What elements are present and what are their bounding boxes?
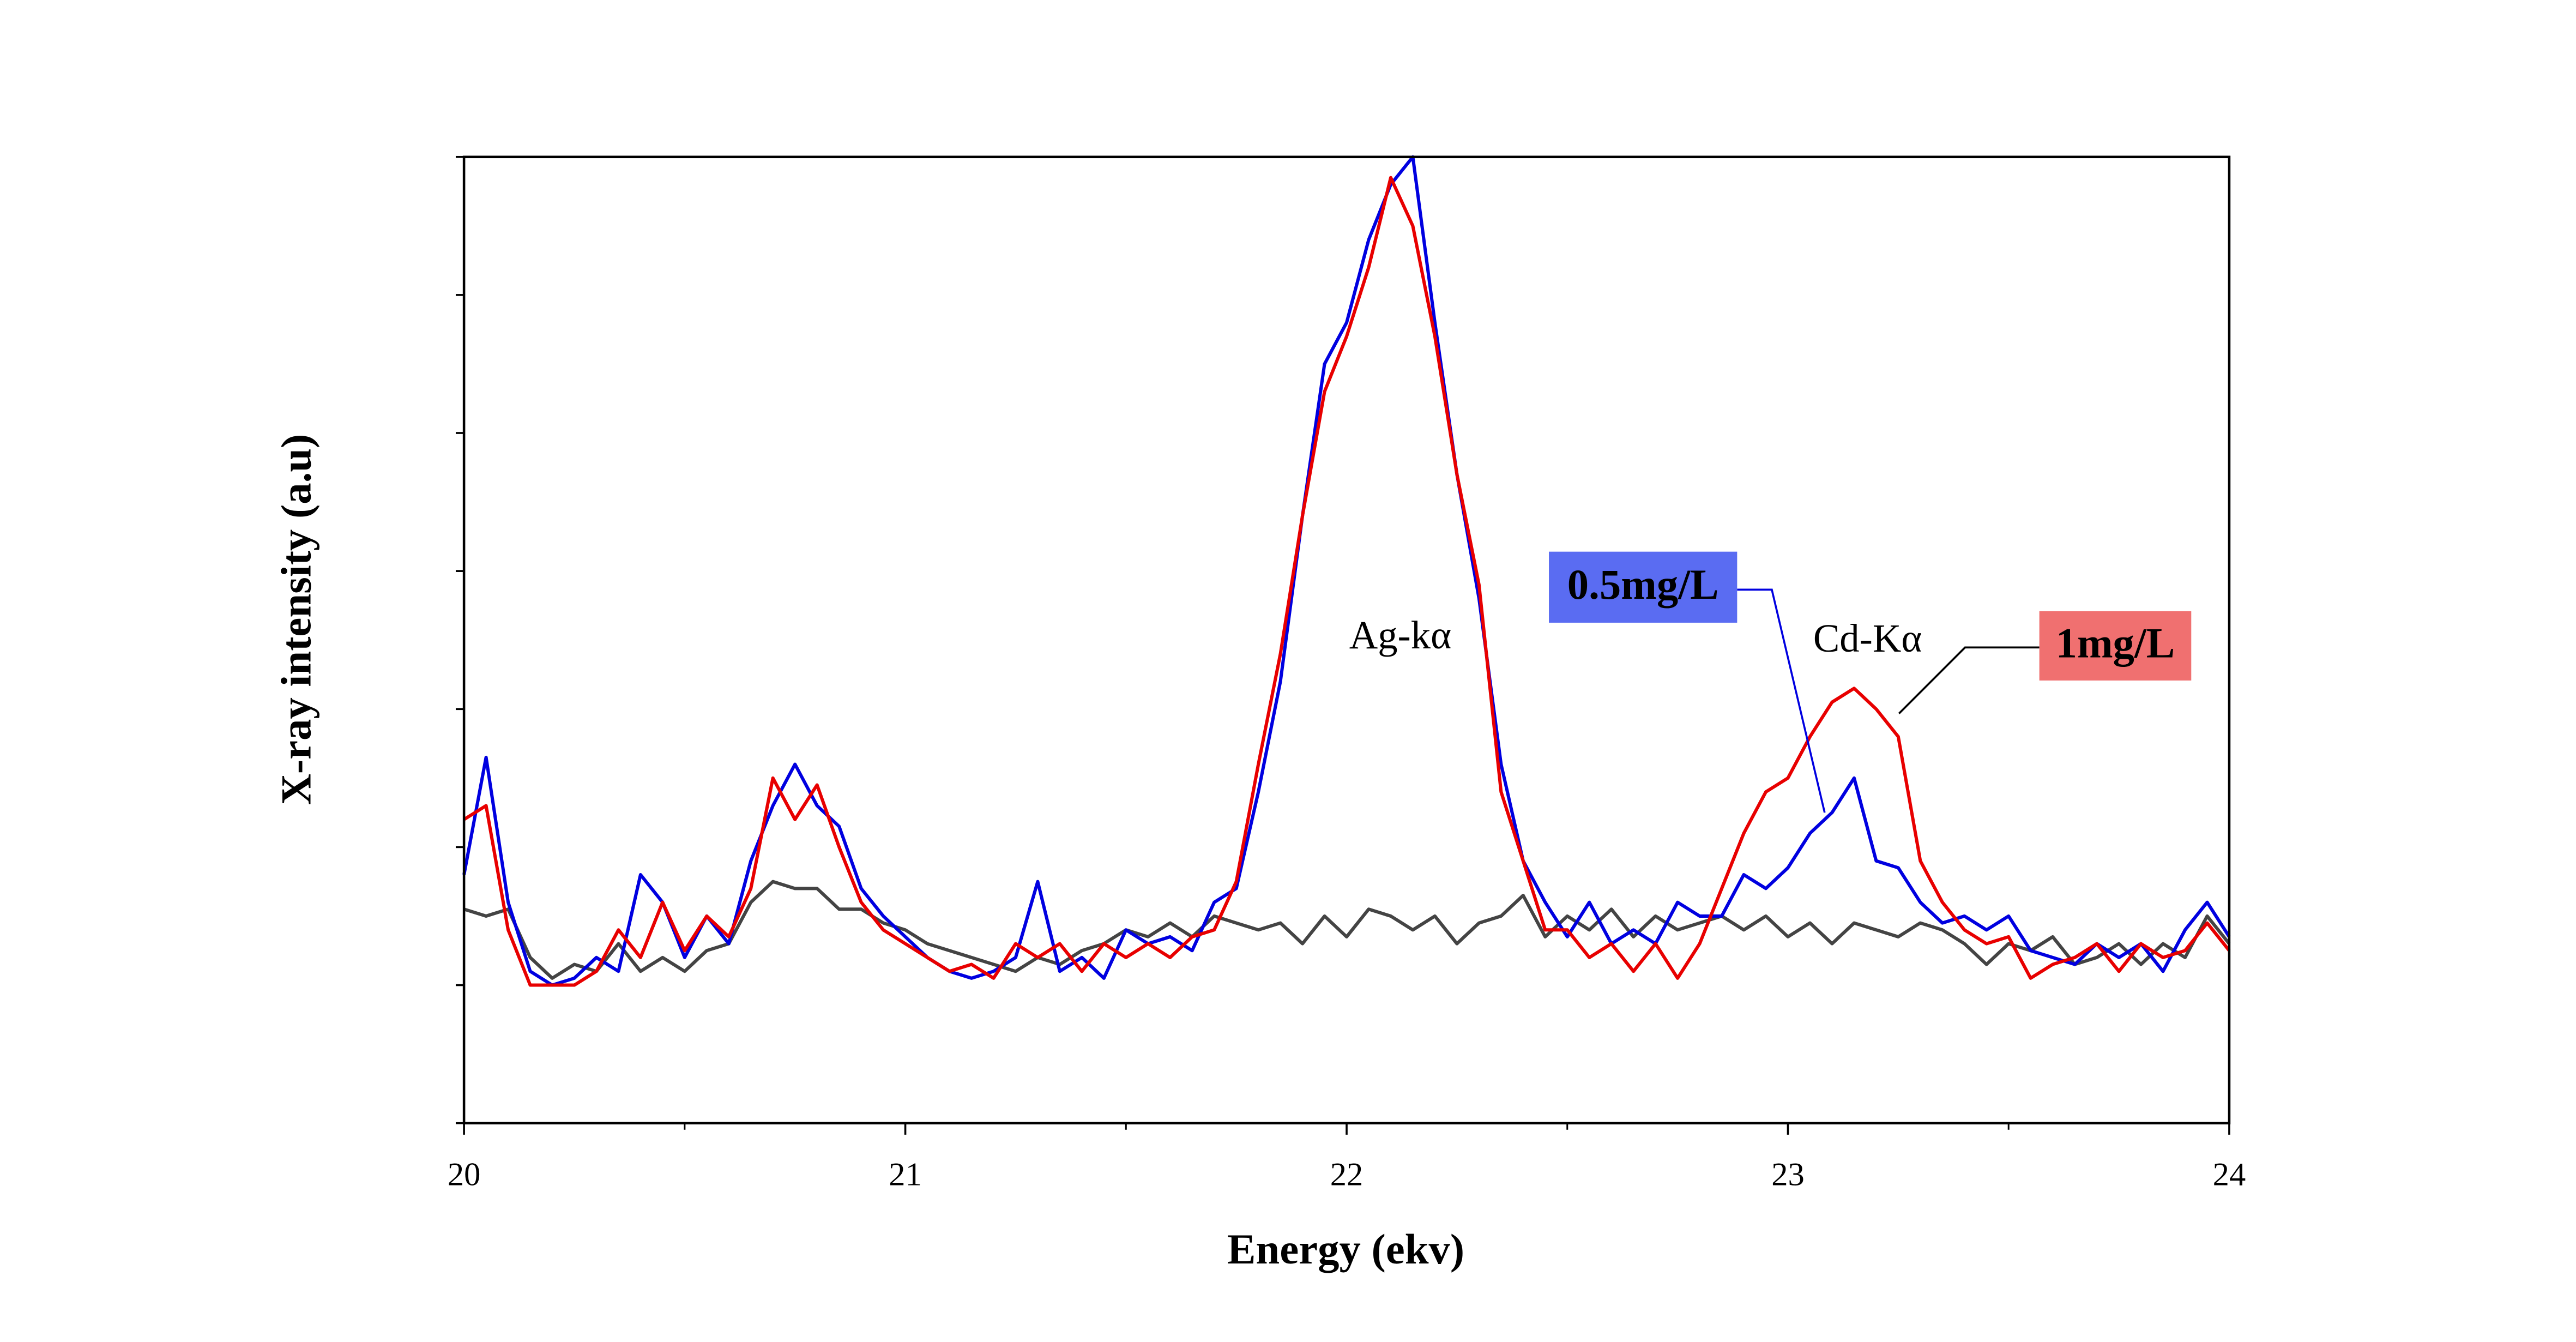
x-tick-label: 21 bbox=[889, 1157, 922, 1193]
callout-line bbox=[1898, 646, 2040, 714]
callout-line bbox=[1737, 588, 1826, 813]
series-line bbox=[463, 176, 2231, 987]
x-tick-label: 24 bbox=[2213, 1157, 2246, 1193]
series-line bbox=[463, 880, 2231, 980]
legend-label: 1mg/L bbox=[2056, 619, 2175, 667]
legend-box bbox=[1549, 551, 1738, 623]
annotation: Ag-kα bbox=[1349, 613, 1451, 657]
series-line bbox=[462, 155, 2231, 987]
legend-box bbox=[2039, 611, 2192, 681]
x-tick-label: 23 bbox=[1771, 1157, 1805, 1193]
y-axis-title: X-ray intensity (a.u) bbox=[273, 434, 320, 805]
legend-label: 0.5mg/L bbox=[1567, 561, 1719, 609]
x-tick-label: 20 bbox=[448, 1157, 481, 1193]
x-tick-label: 22 bbox=[1330, 1157, 1364, 1193]
x-axis-title: Energy (ekv) bbox=[1227, 1226, 1464, 1273]
annotation: Cd-Kα bbox=[1813, 616, 1922, 660]
plot-frame bbox=[462, 155, 2231, 1124]
